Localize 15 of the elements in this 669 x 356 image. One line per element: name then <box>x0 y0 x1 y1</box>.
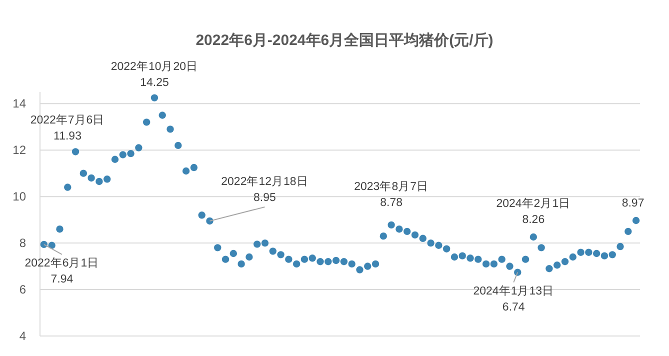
y-tick-label: 10 <box>12 190 26 204</box>
annotation: 2022年7月6日 11.93 <box>30 114 105 143</box>
annotation: 2023年8月7日 8.78 <box>354 180 429 209</box>
annotation: 2024年1月13日 6.74 <box>473 284 554 314</box>
y-tick-label: 4 <box>19 329 26 343</box>
y-tick-label: 6 <box>19 282 26 297</box>
chart-title: 2022年6月-2024年6月全国日平均猪价(元/斤) <box>196 32 494 49</box>
annotation: 8.97 <box>622 198 644 210</box>
annotation: 2022年12月18日 8.95 <box>221 174 308 204</box>
text: 2022年10月20日 14.25 <box>110 60 198 89</box>
y-tick-label: 14 <box>12 96 26 111</box>
y-tick-label: 12 <box>12 143 26 158</box>
y-tick-label: 8 <box>19 236 26 250</box>
annotation: 2024年2月1日 8.26 <box>496 197 571 226</box>
annotation: 2022年6月1日 7.94 <box>24 256 100 286</box>
